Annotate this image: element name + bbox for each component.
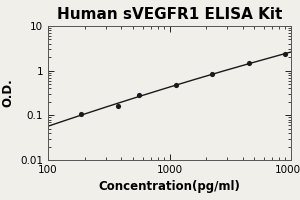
Y-axis label: O.D.: O.D. — [2, 79, 15, 107]
Point — [283, 52, 288, 55]
X-axis label: Concentration(pg/ml): Concentration(pg/ml) — [99, 180, 240, 193]
Point — [79, 113, 84, 116]
Point — [210, 73, 215, 76]
Point — [137, 93, 142, 96]
Point — [173, 84, 178, 87]
Title: Human sVEGFR1 ELISA Kit: Human sVEGFR1 ELISA Kit — [57, 7, 282, 22]
Point — [115, 104, 120, 107]
Point — [247, 62, 251, 65]
